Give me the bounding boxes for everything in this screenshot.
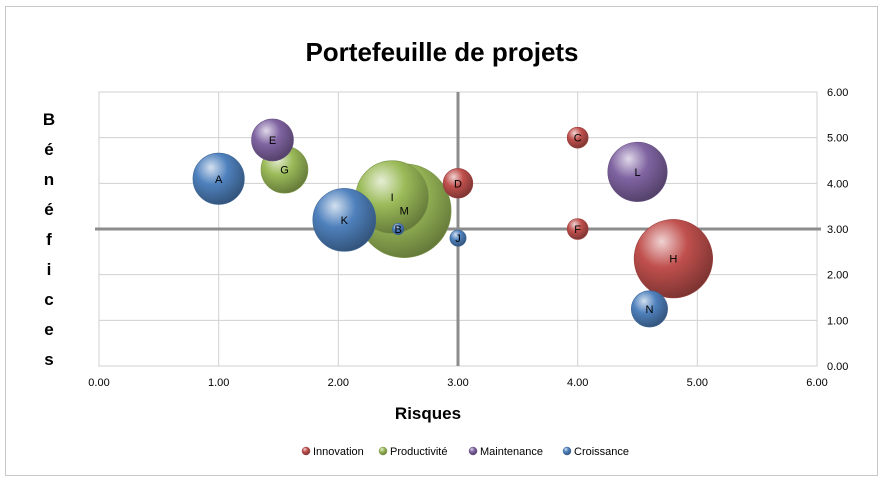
y-tick-label: 1.00: [827, 315, 848, 327]
y-tick-label: 3.00: [827, 224, 848, 236]
bubble-label-e: E: [269, 135, 276, 147]
chart-title: Portefeuille de projets: [305, 37, 578, 67]
legend-marker: [468, 446, 478, 456]
legend-label: Maintenance: [480, 446, 543, 458]
axes: 0.00 1.00 2.00 3.00 4.00 5.00 6.000.001.002.00…: [88, 87, 848, 389]
x-tick-label: 3.00: [447, 377, 468, 389]
bubble-label-n: N: [645, 304, 653, 316]
x-tick-label: 6.00: [806, 377, 827, 389]
x-tick-label: 1.00: [208, 377, 229, 389]
y-tick-label: 2.00: [827, 270, 848, 282]
legend-label: Croissance: [574, 446, 629, 458]
bubble-labels: M H I K L A G E N D C F J B: [215, 133, 677, 316]
x-axis-label: Risques: [395, 404, 461, 423]
x-tick-label: 4.00: [567, 377, 588, 389]
bubble-f: [566, 218, 589, 240]
bubble-n: [630, 290, 668, 328]
bubble-d: [442, 168, 474, 199]
x-tick-label: 2.00: [328, 377, 349, 389]
y-tick-label: 5.00: [827, 133, 848, 145]
bubbles: [192, 118, 713, 328]
bubble-e: [251, 118, 294, 162]
bubble-label-c: C: [574, 133, 582, 145]
legend-label: Innovation: [313, 446, 364, 458]
bubble-label-h: H: [669, 254, 677, 266]
y-axis-label-char: n: [44, 170, 54, 189]
bubble-k: [312, 188, 377, 252]
bubble-label-j: J: [455, 233, 461, 245]
bubble-label-g: G: [280, 165, 289, 177]
y-axis-label-char: i: [47, 260, 52, 279]
bubble-label-k: K: [341, 215, 349, 227]
y-tick-label: 6.00: [827, 87, 848, 99]
y-axis-label-char: e: [44, 320, 53, 339]
bubble-label-a: A: [215, 174, 223, 186]
bubble-j: [449, 229, 467, 247]
legend-marker: [301, 446, 311, 456]
bubble-label-b: B: [394, 224, 401, 236]
bubble-label-m: M: [400, 206, 409, 218]
bubble-c: [566, 126, 589, 149]
y-axis-label-char: é: [44, 140, 53, 159]
legend-label: Productivité: [390, 446, 447, 458]
bubble-h: [633, 219, 713, 299]
bubble-label-d: D: [454, 178, 462, 190]
x-tick-label: 5.00: [687, 377, 708, 389]
bubble-a: [192, 152, 245, 205]
bubble-label-l: L: [634, 167, 640, 179]
bubble-label-i: I: [391, 192, 394, 204]
y-axis-label-char: c: [44, 290, 53, 309]
bubble-l: [607, 141, 668, 202]
legend-marker: [378, 446, 388, 456]
y-axis-label-char: é: [44, 200, 53, 219]
bubble-label-f: F: [574, 224, 581, 236]
y-axis-label-char: s: [44, 350, 53, 369]
chart-frame: Portefeuille de projets 0.00 1.00 2.00 3.00…: [5, 6, 878, 476]
y-axis-label-char: B: [43, 110, 55, 129]
bubble-b: [392, 222, 405, 236]
y-tick-label: 0.00: [827, 361, 848, 373]
legend: Innovation Productivité Maintenance Croissa…: [301, 446, 629, 458]
x-tick-label: 0.00: [88, 377, 109, 389]
bubble-chart: Portefeuille de projets 0.00 1.00 2.00 3.00…: [43, 37, 849, 458]
y-axis-label-char: f: [46, 230, 52, 249]
y-tick-label: 4.00: [827, 178, 848, 190]
legend-marker: [562, 446, 572, 456]
